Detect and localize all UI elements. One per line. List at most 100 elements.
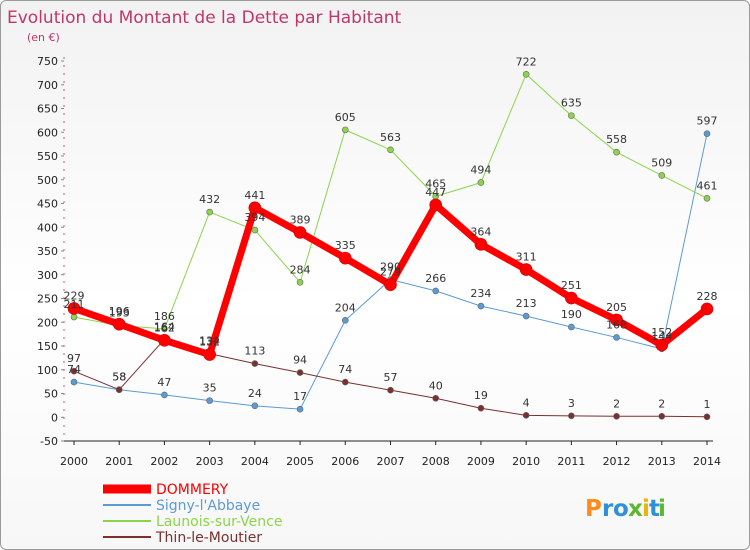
data-label: 432 <box>199 193 220 206</box>
logo-letter: r <box>602 496 614 522</box>
data-point <box>158 333 171 347</box>
data-label: 722 <box>516 55 537 68</box>
data-label: 461 <box>697 179 718 192</box>
data-point <box>293 226 307 239</box>
data-label: 394 <box>244 211 265 224</box>
data-point <box>522 71 530 78</box>
x-tick-label: 2011 <box>557 455 585 468</box>
x-tick-label: 2014 <box>693 455 721 468</box>
data-point <box>568 323 575 331</box>
data-label: 284 <box>290 263 311 276</box>
data-label: 134 <box>199 335 220 348</box>
data-label: 597 <box>697 115 718 128</box>
data-label: 47 <box>157 376 171 389</box>
data-point <box>565 291 578 305</box>
data-point <box>429 198 443 212</box>
data-label: 494 <box>470 164 491 177</box>
data-label: 58 <box>112 371 126 384</box>
data-point <box>206 397 213 404</box>
x-tick-label: 2005 <box>286 455 314 468</box>
legend-item: Signy-l'Abbaye <box>103 498 260 514</box>
data-point <box>112 317 126 331</box>
data-point <box>251 360 259 367</box>
legend-label: Thin-le-Moutier <box>155 530 262 546</box>
data-label: 190 <box>561 308 582 321</box>
data-label: 290 <box>380 261 401 274</box>
data-point <box>519 263 533 276</box>
data-label: 234 <box>470 287 491 300</box>
y-tick-label: 150 <box>37 340 58 353</box>
logo-letter: o <box>613 496 629 522</box>
data-label: 447 <box>425 186 446 199</box>
data-point <box>341 378 349 386</box>
data-label: 57 <box>384 371 398 384</box>
data-point <box>296 279 304 286</box>
chart-title: Evolution du Montant de la Dette par Hab… <box>7 8 402 28</box>
y-tick-label: 750 <box>37 55 58 68</box>
data-point <box>251 402 259 410</box>
data-label: 35 <box>203 382 217 395</box>
logo-letter: t <box>649 496 660 522</box>
data-point <box>658 412 666 420</box>
legend: DOMMERYSigny-l'AbbayeLaunois-sur-VenceTh… <box>103 482 282 546</box>
y-tick-label: 600 <box>37 126 58 139</box>
y-tick-label: 0 <box>51 411 58 424</box>
data-point <box>477 179 485 186</box>
data-label: 441 <box>244 189 265 202</box>
y-tick-label: 250 <box>37 293 58 306</box>
y-tick-label: 350 <box>37 245 58 258</box>
x-tick-label: 2008 <box>422 455 450 468</box>
logo-letter: i <box>642 496 650 522</box>
y-tick-label: 550 <box>37 150 58 163</box>
data-label: 266 <box>425 272 446 285</box>
data-label: 58 <box>112 371 126 384</box>
data-point <box>251 226 259 234</box>
data-label: 162 <box>154 321 175 334</box>
y-tick-label: 300 <box>37 269 58 282</box>
data-point <box>700 302 714 316</box>
data-point <box>613 412 620 420</box>
x-tick-label: 2007 <box>377 455 405 468</box>
data-label: 152 <box>651 326 672 339</box>
data-point <box>70 367 78 375</box>
legend-item: DOMMERY <box>103 482 229 498</box>
legend-label: DOMMERY <box>156 482 229 498</box>
data-label: 389 <box>290 213 311 226</box>
data-point <box>296 369 304 376</box>
data-label: 24 <box>248 387 262 400</box>
data-point <box>477 404 485 412</box>
data-point <box>67 302 81 315</box>
data-label: 196 <box>109 305 130 318</box>
data-point <box>474 238 488 251</box>
data-point <box>341 317 349 324</box>
x-tick-label: 2010 <box>512 455 540 468</box>
logo-letter: i <box>658 496 666 522</box>
data-label: 509 <box>651 156 672 169</box>
x-tick-label: 2006 <box>331 455 359 468</box>
legend-item: Launois-sur-Vence <box>103 514 282 530</box>
y-tick-label: 500 <box>37 174 58 187</box>
data-point <box>248 201 262 215</box>
data-label: 2 <box>658 397 665 410</box>
data-label: 311 <box>516 251 537 264</box>
data-label: 211 <box>64 298 85 311</box>
series-dommery <box>67 198 714 361</box>
data-point <box>70 378 78 386</box>
axes: -50 0 50 100 150 200 250 300 350 400 450 500 550 600 6… <box>37 55 721 468</box>
data-point <box>610 313 623 327</box>
plot-area: 2291961621324413893352794473643112512051… <box>64 55 718 421</box>
x-tick-label: 2001 <box>105 455 133 468</box>
data-point <box>161 391 168 399</box>
y-tick-label: 450 <box>37 198 58 211</box>
y-tick-label: 400 <box>37 221 58 234</box>
data-point <box>703 194 711 202</box>
data-label: 132 <box>199 336 220 349</box>
data-point <box>70 313 78 321</box>
data-label: 74 <box>338 363 352 376</box>
y-tick-label: -50 <box>40 435 58 448</box>
legend-item: Thin-le-Moutier <box>103 530 262 546</box>
data-label: 4 <box>523 396 530 409</box>
